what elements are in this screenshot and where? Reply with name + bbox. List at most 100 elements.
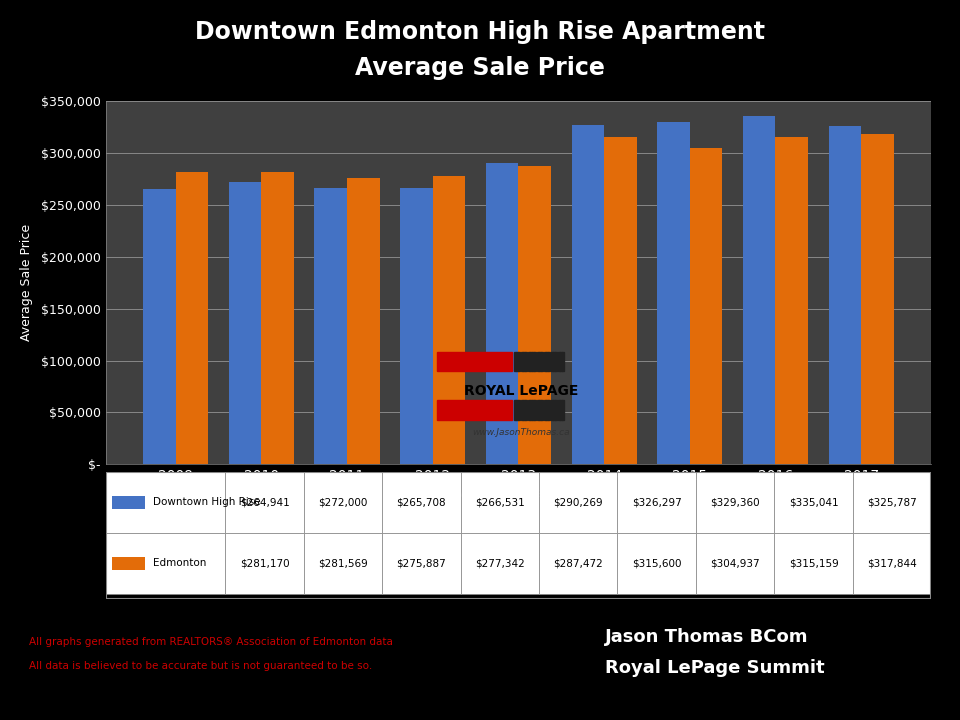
Text: All graphs generated from REALTORS® Association of Edmonton data: All graphs generated from REALTORS® Asso… — [29, 637, 393, 647]
X-axis label: Average Sale Price: Average Sale Price — [460, 487, 577, 500]
Bar — [106, 533, 226, 594]
Bar — [775, 472, 852, 533]
Bar — [537, 351, 539, 372]
Bar — [516, 400, 518, 420]
Bar — [558, 351, 560, 372]
Bar — [558, 400, 560, 420]
Bar — [658, 122, 689, 464]
Bar — [303, 533, 382, 594]
Bar — [541, 400, 543, 420]
Bar — [775, 533, 852, 594]
Bar — [540, 400, 541, 420]
Bar — [486, 163, 518, 464]
Text: $266,531: $266,531 — [475, 498, 525, 507]
Bar — [563, 400, 564, 420]
Bar — [348, 178, 379, 464]
Bar — [776, 137, 808, 464]
Bar — [546, 351, 548, 372]
Bar — [523, 351, 525, 372]
Bar — [553, 400, 555, 420]
Bar — [548, 400, 550, 420]
Bar — [861, 134, 894, 464]
Bar — [540, 472, 617, 533]
Text: Average Sale Price: Average Sale Price — [355, 56, 605, 81]
Bar — [560, 351, 562, 372]
Text: Royal LePage Summit: Royal LePage Summit — [605, 660, 825, 678]
Text: $281,170: $281,170 — [240, 558, 289, 568]
Bar — [555, 400, 557, 420]
Text: $277,342: $277,342 — [475, 558, 525, 568]
Bar — [433, 176, 466, 464]
Text: $325,787: $325,787 — [867, 498, 917, 507]
Text: $335,041: $335,041 — [789, 498, 838, 507]
Text: Downtown Edmonton High Rise Apartment: Downtown Edmonton High Rise Apartment — [195, 20, 765, 45]
Bar — [551, 400, 553, 420]
Bar — [461, 533, 540, 594]
Bar — [530, 351, 532, 372]
Bar — [438, 400, 512, 420]
Bar — [525, 400, 527, 420]
Bar — [555, 351, 557, 372]
Bar — [315, 189, 348, 464]
Text: $272,000: $272,000 — [319, 498, 368, 507]
Text: Downtown High Rise: Downtown High Rise — [154, 498, 261, 507]
Text: $315,600: $315,600 — [632, 558, 682, 568]
Bar — [617, 533, 696, 594]
Bar — [461, 472, 540, 533]
Bar — [530, 400, 532, 420]
Bar — [518, 351, 520, 372]
Text: $326,297: $326,297 — [632, 498, 682, 507]
Bar — [560, 400, 562, 420]
Bar — [303, 472, 382, 533]
Bar — [540, 351, 541, 372]
Bar — [604, 137, 636, 464]
Text: $275,887: $275,887 — [396, 558, 446, 568]
Bar — [553, 351, 555, 372]
Bar — [543, 351, 545, 372]
Text: $304,937: $304,937 — [710, 558, 760, 568]
Bar — [852, 533, 931, 594]
Bar — [382, 533, 461, 594]
Bar — [438, 351, 512, 372]
Bar — [532, 351, 534, 372]
Bar — [696, 472, 775, 533]
Bar — [226, 533, 303, 594]
Bar — [523, 400, 525, 420]
Bar — [546, 400, 548, 420]
Bar — [228, 182, 261, 464]
Bar — [852, 472, 931, 533]
Bar — [696, 533, 775, 594]
Bar — [541, 351, 543, 372]
Text: $329,360: $329,360 — [710, 498, 760, 507]
Bar — [514, 400, 516, 420]
Bar — [689, 148, 722, 464]
Bar — [514, 351, 516, 372]
Bar — [828, 126, 861, 464]
Bar — [563, 351, 564, 372]
Text: $265,708: $265,708 — [396, 498, 446, 507]
Bar — [518, 166, 551, 464]
Bar — [528, 351, 530, 372]
Bar — [543, 400, 545, 420]
Text: ROYAL LePAGE: ROYAL LePAGE — [464, 384, 578, 397]
Bar — [400, 187, 433, 464]
Bar — [516, 351, 518, 372]
Bar — [548, 351, 550, 372]
Text: All data is believed to be accurate but is not guaranteed to be so.: All data is believed to be accurate but … — [29, 661, 372, 671]
Bar — [143, 189, 176, 464]
Text: www.JasonThomas.ca: www.JasonThomas.ca — [472, 428, 569, 437]
Bar — [571, 125, 604, 464]
Bar — [540, 533, 617, 594]
Text: $281,569: $281,569 — [318, 558, 368, 568]
Bar — [551, 351, 553, 372]
Bar — [106, 472, 226, 533]
Bar — [226, 472, 303, 533]
Bar — [525, 351, 527, 372]
Bar — [112, 557, 145, 570]
Bar — [520, 351, 522, 372]
Bar — [532, 400, 534, 420]
Text: $287,472: $287,472 — [553, 558, 603, 568]
Bar — [382, 472, 461, 533]
Bar — [528, 400, 530, 420]
Bar — [520, 400, 522, 420]
